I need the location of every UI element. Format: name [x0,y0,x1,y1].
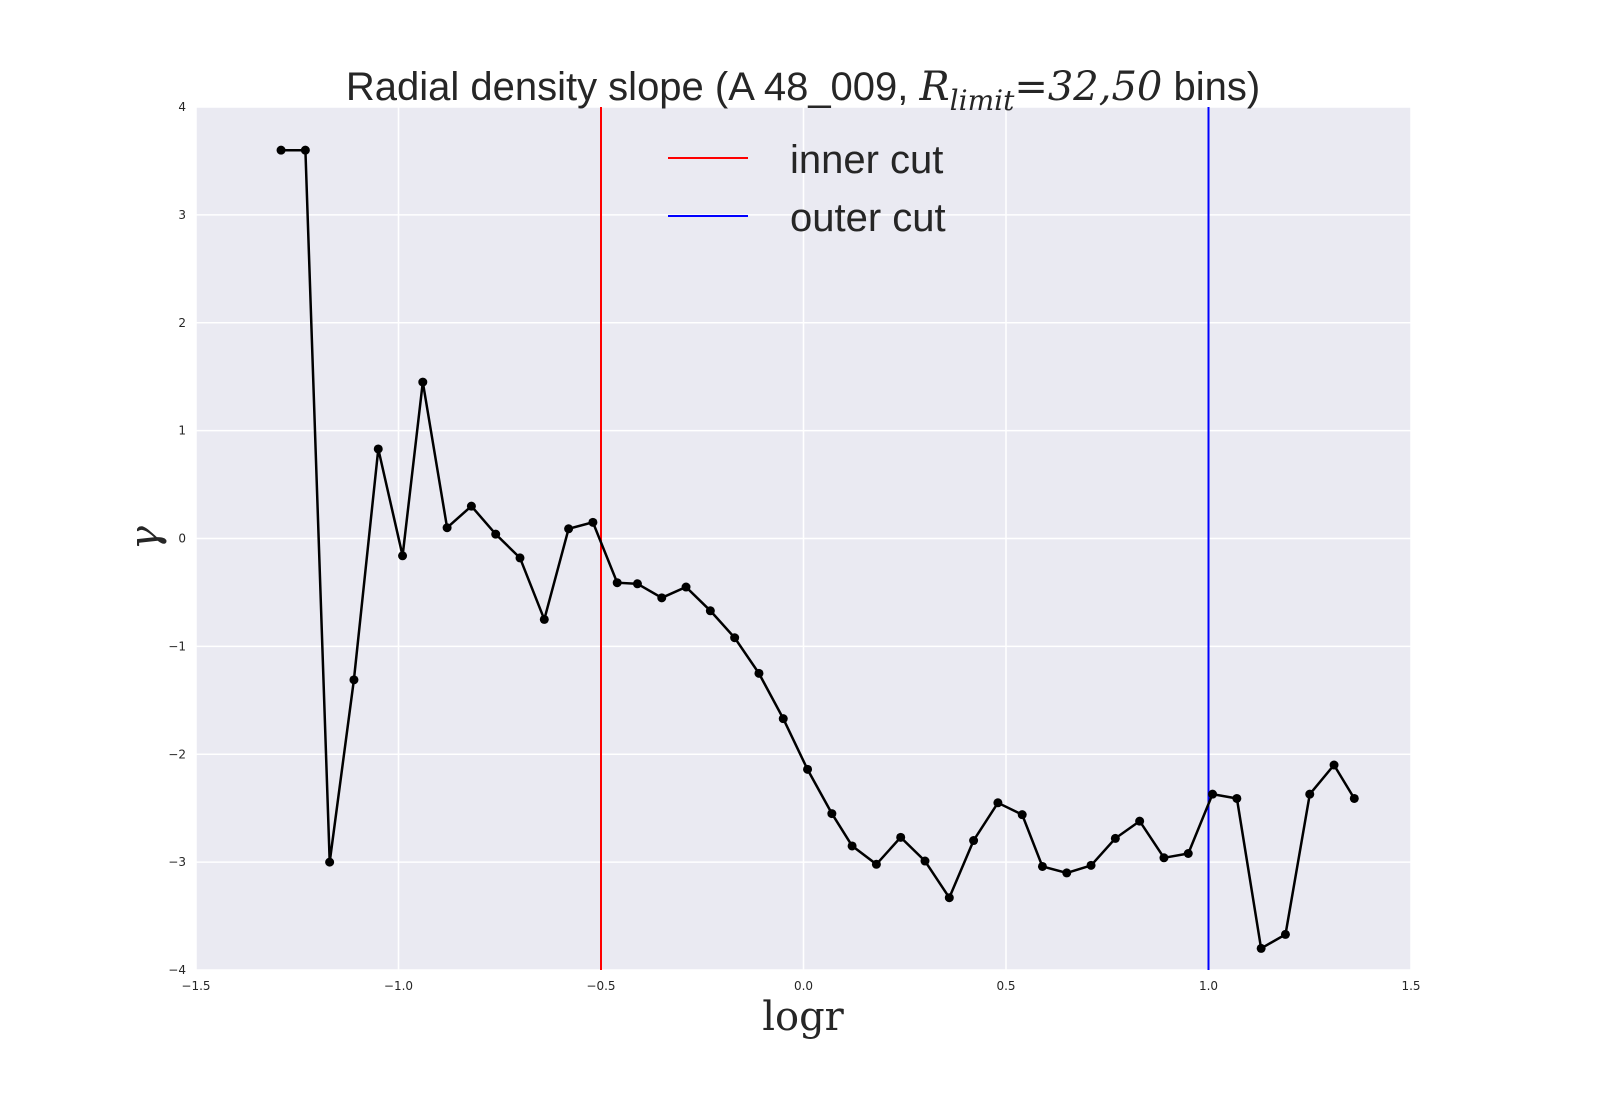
y-tick-label: 4 [178,100,186,114]
data-point [325,857,335,867]
data-point [1349,793,1359,803]
title-math-main: R [919,64,950,110]
data-point [847,841,857,851]
data-point [632,579,642,589]
data-point [871,859,881,869]
y-tick-label: −1 [168,639,186,653]
data-point [681,582,691,592]
data-point [730,633,740,643]
data-point [564,524,574,534]
series-line [281,148,1356,951]
data-point [803,764,813,774]
title-math-sub: limit [950,84,1015,117]
data-point [1208,789,1218,799]
data-point [896,832,906,842]
y-tick-labels: −4 −3 −2 −1 0 1 2 3 4 [168,100,186,977]
legend-outer-label: outer cut [790,196,946,240]
data-point [349,675,359,685]
data-point [778,714,788,724]
data-point [276,145,286,155]
data-point [827,809,837,819]
x-tick-label: 1.5 [1401,979,1420,993]
y-tick-label: 1 [178,424,186,438]
data-point [657,593,667,603]
data-point [491,529,501,539]
data-point [920,856,930,866]
data-point [1017,810,1027,820]
x-tick-label: 1.0 [1199,979,1218,993]
data-point [1280,929,1290,939]
data-point [373,444,383,454]
series-points [276,145,1359,953]
y-tick-label: −3 [168,855,186,869]
x-axis-label: logr [762,994,844,1040]
data-point [1110,833,1120,843]
data-point [754,668,764,678]
legend-inner-label: inner cut [790,138,943,182]
data-point [1183,848,1193,858]
y-tick-label: −4 [168,963,186,977]
title-prefix: Radial density slope (A 48_009, [346,65,920,109]
y-axis-label: γ [122,526,168,550]
data-point [1232,793,1242,803]
data-point [1256,943,1266,953]
x-tick-label: −0.5 [586,979,615,993]
y-tick-label: −2 [168,747,186,761]
data-point [1305,789,1315,799]
title-suffix: bins) [1162,65,1260,109]
y-tick-label: 3 [178,208,186,222]
data-point [515,553,525,563]
data-point [705,606,715,616]
data-point [1037,861,1047,871]
data-point [398,551,408,561]
y-tick-label: 0 [178,532,186,546]
data-point [993,798,1003,808]
data-point [442,523,452,533]
data-point [1062,868,1072,878]
data-point [944,893,954,903]
data-point [300,145,310,155]
x-tick-label: −1.0 [384,979,413,993]
data-point [969,836,979,846]
chart-title: Radial density slope (A 48_009, Rlimit=3… [346,64,1260,117]
legend: inner cut outer cut [668,138,946,240]
data-point [466,501,476,511]
data-point [612,578,622,588]
y-tick-label: 2 [178,316,186,330]
data-point [588,517,598,527]
title-math-rest: =32,50 [1014,64,1162,110]
x-tick-label: 0.5 [996,979,1015,993]
data-point [1159,853,1169,863]
x-tick-labels: −1.5 −1.0 −0.5 0.0 0.5 1.0 1.5 [181,979,1420,993]
x-tick-label: 0.0 [794,979,813,993]
data-point [539,614,549,624]
x-tick-label: −1.5 [181,979,210,993]
data-point [1329,760,1339,770]
data-point [1135,816,1145,826]
data-point [418,377,428,387]
data-point [1086,860,1096,870]
